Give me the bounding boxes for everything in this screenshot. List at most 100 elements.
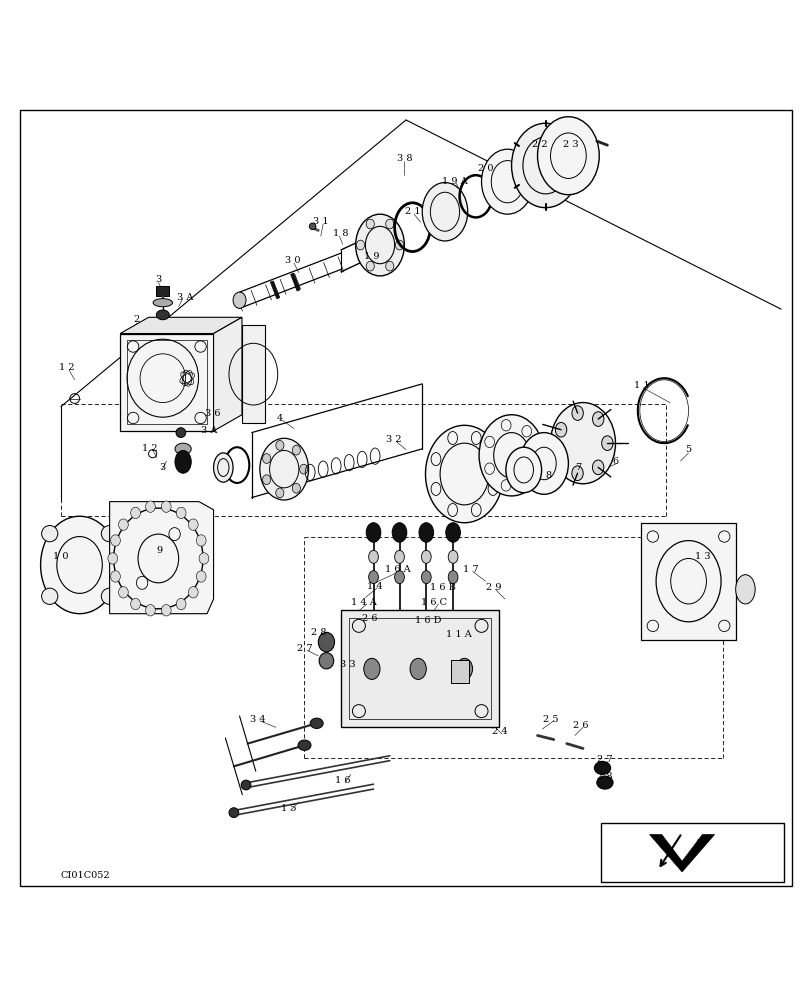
Text: 6: 6 <box>611 457 618 466</box>
Ellipse shape <box>196 535 206 546</box>
Ellipse shape <box>445 523 460 542</box>
Text: 1 8: 1 8 <box>333 229 349 238</box>
Ellipse shape <box>161 501 171 512</box>
Ellipse shape <box>519 433 568 494</box>
Ellipse shape <box>292 445 300 455</box>
Ellipse shape <box>174 450 191 473</box>
Bar <box>341 610 499 727</box>
Text: 1 6 D: 1 6 D <box>415 616 441 625</box>
Ellipse shape <box>298 740 311 750</box>
Text: 2 2: 2 2 <box>531 140 547 149</box>
Ellipse shape <box>555 449 566 464</box>
Text: 3 2: 3 2 <box>385 435 401 444</box>
Ellipse shape <box>368 571 378 584</box>
Ellipse shape <box>385 261 393 271</box>
Bar <box>156 286 169 296</box>
Text: 3 1: 3 1 <box>312 217 328 226</box>
Ellipse shape <box>421 550 431 563</box>
Ellipse shape <box>456 658 472 679</box>
Text: 2 9: 2 9 <box>485 583 501 592</box>
Text: 1 1: 1 1 <box>633 381 649 390</box>
Text: 4: 4 <box>277 414 283 423</box>
Ellipse shape <box>555 422 566 437</box>
Text: 1 5: 1 5 <box>280 804 296 813</box>
Bar <box>349 618 491 719</box>
Ellipse shape <box>310 718 323 728</box>
Text: 3 8: 3 8 <box>396 154 412 163</box>
Ellipse shape <box>41 588 58 604</box>
Ellipse shape <box>199 553 208 564</box>
Ellipse shape <box>156 310 169 320</box>
Ellipse shape <box>108 553 118 564</box>
Ellipse shape <box>368 550 378 563</box>
Text: 2 6: 2 6 <box>361 614 377 623</box>
Ellipse shape <box>366 261 374 271</box>
Bar <box>450 660 468 683</box>
Text: 3 4: 3 4 <box>250 715 266 724</box>
Ellipse shape <box>292 483 300 493</box>
Ellipse shape <box>385 219 393 229</box>
Bar <box>127 340 207 424</box>
Bar <box>120 334 213 431</box>
Polygon shape <box>270 281 280 299</box>
Bar <box>641 523 735 640</box>
Ellipse shape <box>241 780 251 790</box>
Text: 1 6 A: 1 6 A <box>384 565 410 574</box>
Ellipse shape <box>41 516 118 614</box>
Ellipse shape <box>299 464 307 474</box>
Bar <box>600 823 783 882</box>
Ellipse shape <box>131 507 140 519</box>
Text: 1 2: 1 2 <box>58 363 75 372</box>
Text: 2 0: 2 0 <box>477 164 493 173</box>
Bar <box>242 325 264 423</box>
Text: 3 6: 3 6 <box>204 409 221 418</box>
Text: 3: 3 <box>155 275 161 284</box>
Text: 2 4: 2 4 <box>491 727 507 736</box>
Text: 1 4: 1 4 <box>367 582 383 591</box>
Ellipse shape <box>233 292 246 308</box>
Ellipse shape <box>592 412 603 426</box>
Text: 2 7: 2 7 <box>296 644 312 653</box>
Ellipse shape <box>356 240 364 250</box>
Ellipse shape <box>262 475 270 485</box>
Ellipse shape <box>260 438 308 500</box>
Polygon shape <box>109 502 213 614</box>
Ellipse shape <box>213 453 233 482</box>
Text: 2 3: 2 3 <box>562 140 578 149</box>
Ellipse shape <box>550 403 615 484</box>
Ellipse shape <box>481 149 533 214</box>
Ellipse shape <box>110 571 120 582</box>
Text: 1 9: 1 9 <box>363 252 380 261</box>
Ellipse shape <box>145 605 155 616</box>
Ellipse shape <box>101 526 118 542</box>
Ellipse shape <box>425 425 503 523</box>
Ellipse shape <box>188 519 198 530</box>
Text: 3 A: 3 A <box>201 426 217 435</box>
Ellipse shape <box>601 436 612 450</box>
Ellipse shape <box>571 466 582 481</box>
Ellipse shape <box>394 550 404 563</box>
Text: 3 3: 3 3 <box>339 660 355 669</box>
Ellipse shape <box>318 632 334 652</box>
Ellipse shape <box>366 219 374 229</box>
Text: 2 8: 2 8 <box>596 772 612 781</box>
Ellipse shape <box>309 223 315 230</box>
Ellipse shape <box>176 598 186 610</box>
Ellipse shape <box>392 523 406 542</box>
Ellipse shape <box>319 653 333 669</box>
Bar <box>109 502 207 615</box>
Ellipse shape <box>276 441 284 450</box>
Ellipse shape <box>355 214 404 276</box>
Ellipse shape <box>421 571 431 584</box>
Ellipse shape <box>363 658 380 679</box>
Ellipse shape <box>118 587 128 598</box>
Ellipse shape <box>537 117 599 195</box>
Text: 1 6 C: 1 6 C <box>421 598 447 607</box>
Ellipse shape <box>366 523 380 542</box>
Text: 2: 2 <box>133 315 139 324</box>
Ellipse shape <box>505 447 541 493</box>
Text: 3 0: 3 0 <box>284 256 300 265</box>
Ellipse shape <box>478 415 543 496</box>
Text: 2 7: 2 7 <box>596 755 612 764</box>
Polygon shape <box>290 273 300 291</box>
